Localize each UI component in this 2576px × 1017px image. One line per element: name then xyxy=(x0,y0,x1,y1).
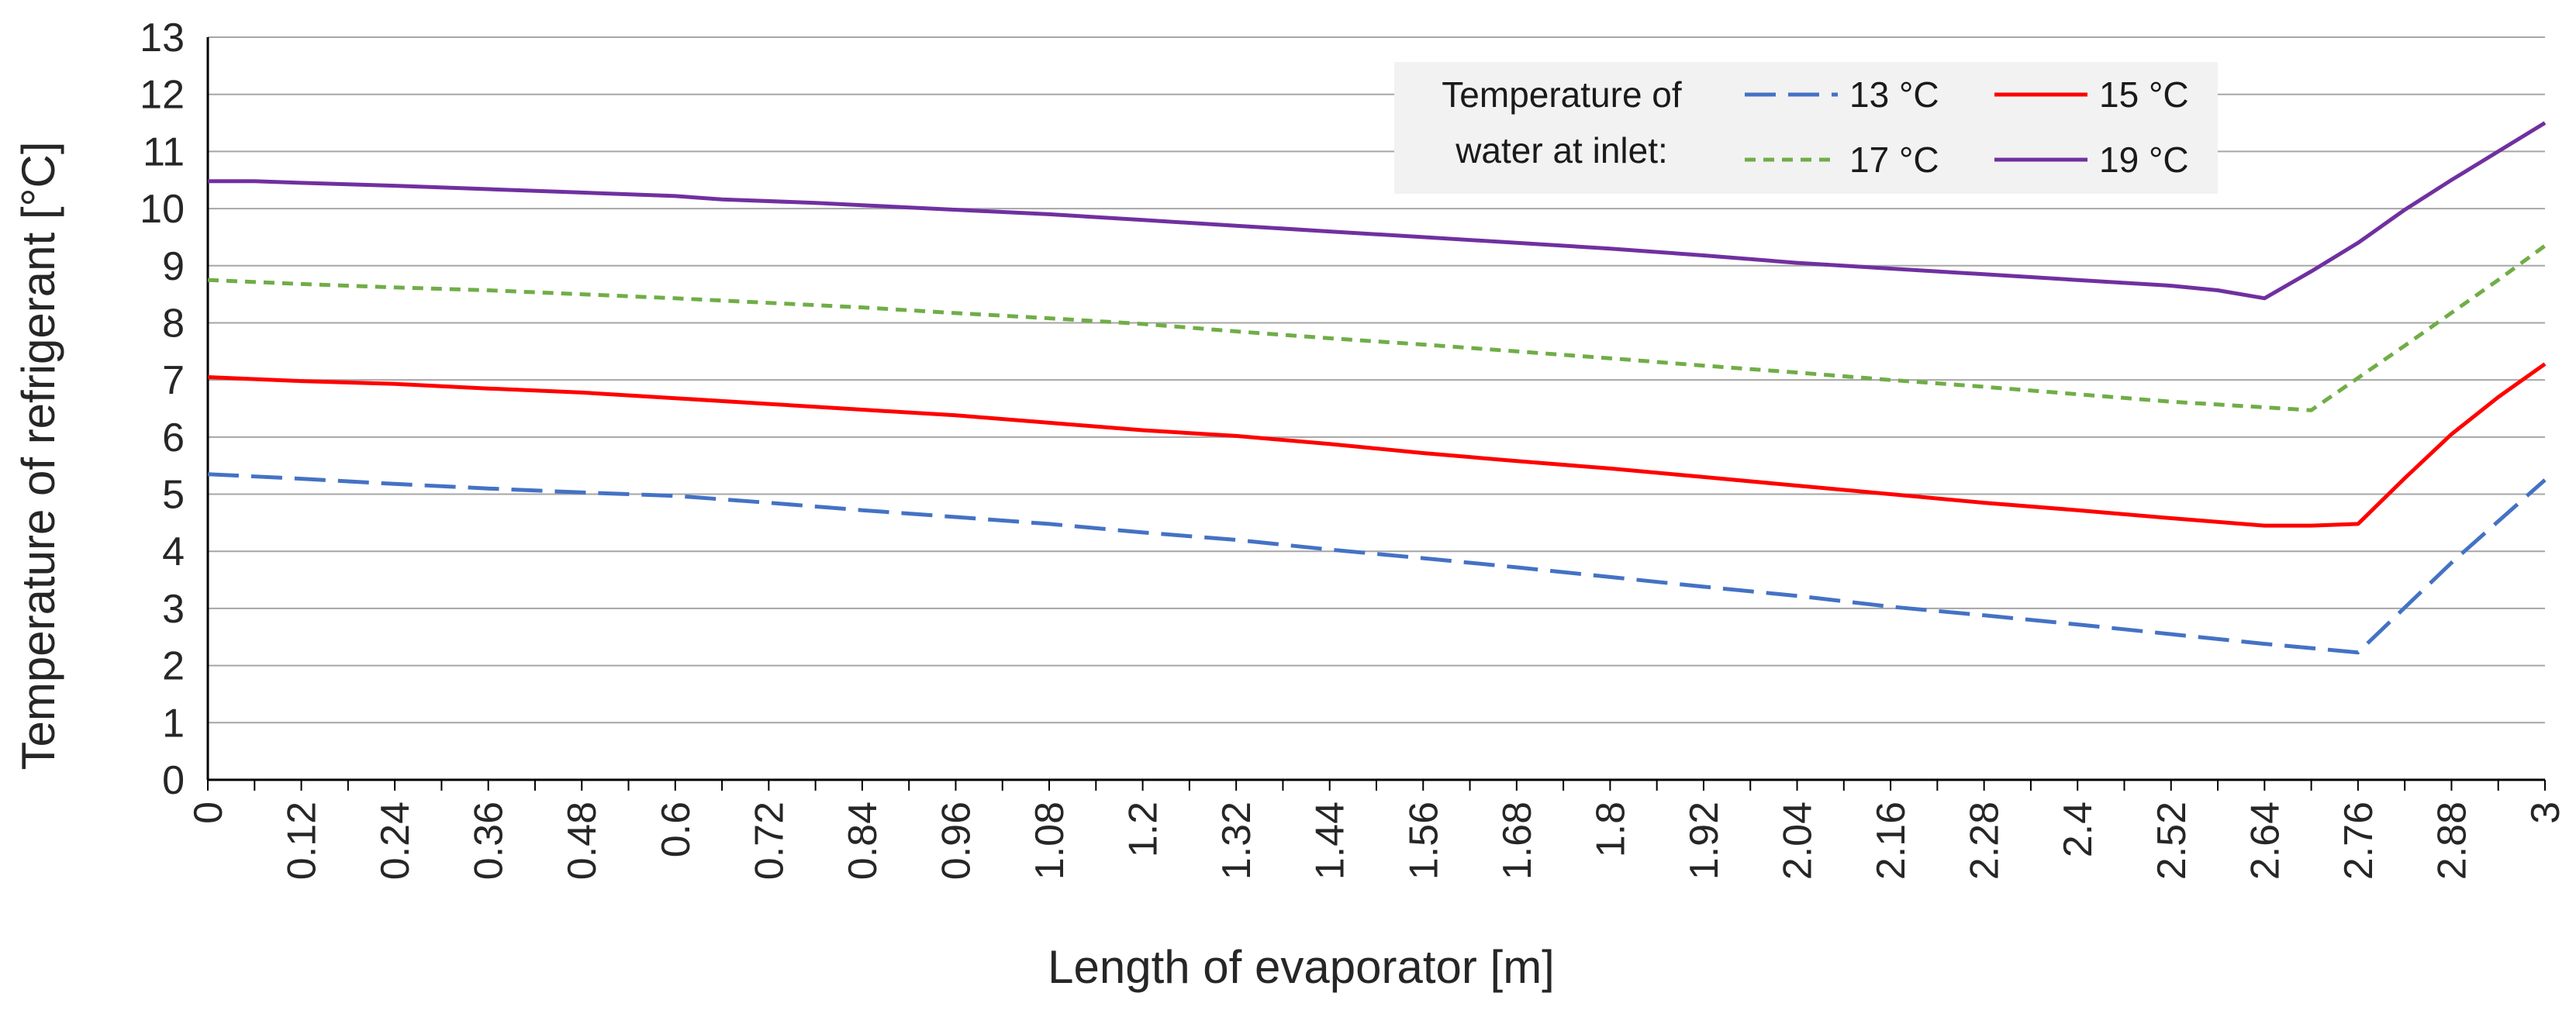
y-tick-label: 1 xyxy=(162,701,185,746)
x-tick-label: 1.68 xyxy=(1495,802,1540,880)
x-tick-label: 2.28 xyxy=(1963,802,2008,880)
series-line-13C xyxy=(207,472,2547,655)
x-tick-label: 0.12 xyxy=(280,802,325,880)
series-line-17C xyxy=(207,243,2547,412)
y-tick-label: 12 xyxy=(140,73,185,118)
legend-label: 15 °C xyxy=(2099,74,2189,115)
x-tick-label: 2.88 xyxy=(2429,802,2474,880)
y-tick-label: 2 xyxy=(162,644,185,689)
axes xyxy=(206,37,2546,791)
y-tick-label: 0 xyxy=(162,758,185,803)
series-line-15C xyxy=(207,362,2547,528)
x-tick-label: 0.24 xyxy=(373,802,418,880)
legend-label: 19 °C xyxy=(2099,140,2189,180)
x-tick-label: 0.48 xyxy=(560,802,605,880)
x-tick-label: 1.56 xyxy=(1401,802,1446,880)
y-tick-label: 9 xyxy=(162,244,185,289)
x-tick-label: 0 xyxy=(186,802,231,824)
series-line-19C xyxy=(208,121,2547,301)
legend: Temperature of water at inlet: 13 °C 15 °… xyxy=(1394,62,2218,194)
x-tick-label: 2.52 xyxy=(2150,802,2194,880)
x-tick-label: 2.64 xyxy=(2243,802,2288,880)
x-tick-label: 2.76 xyxy=(2336,802,2381,880)
x-tick-label: 3 xyxy=(2523,802,2568,824)
legend-title-box xyxy=(1394,62,1729,194)
x-tick-label: 0.72 xyxy=(747,802,792,880)
y-tick-label: 13 xyxy=(140,16,185,60)
x-tick-label: 2.16 xyxy=(1869,802,1914,880)
y-tick-label: 3 xyxy=(162,587,185,632)
x-tick-label: 1.8 xyxy=(1588,802,1633,857)
x-tick-label: 1.2 xyxy=(1121,802,1166,857)
x-tick-label: 0.96 xyxy=(934,802,979,880)
x-tick-label: 2.4 xyxy=(2056,802,2101,857)
x-axis-title: Length of evaporator [m] xyxy=(1048,941,1555,993)
legend-entries-box xyxy=(1729,62,2218,194)
x-tick-labels: 0 0.12 0.24 0.36 0.48 0.6 0.72 0.84 0.96 1.08 1.2 1… xyxy=(186,802,2568,880)
data-series xyxy=(207,121,2547,655)
y-tick-label: 6 xyxy=(162,415,185,460)
x-tick-label: 0.36 xyxy=(467,802,512,880)
y-tick-label: 5 xyxy=(162,473,185,518)
y-tick-label: 11 xyxy=(143,129,185,174)
y-axis-title: Temperature of refrigerant [°C] xyxy=(12,142,64,771)
x-tick-label: 0.6 xyxy=(654,802,699,857)
y-tick-label: 4 xyxy=(162,529,185,574)
legend-label: 13 °C xyxy=(1849,74,1939,115)
legend-label: 17 °C xyxy=(1849,140,1939,180)
x-tick-label: 2.04 xyxy=(1776,802,1821,880)
legend-entries: 13 °C 15 °C 17 °C 19 °C xyxy=(1745,74,2189,180)
x-tick-label: 1.92 xyxy=(1682,802,1727,880)
gridlines xyxy=(208,36,2545,781)
y-tick-label: 7 xyxy=(162,358,185,403)
legend-title-line1: Temperature of xyxy=(1442,74,1682,115)
x-tick-label: 1.32 xyxy=(1214,802,1259,880)
y-tick-label: 8 xyxy=(162,301,185,346)
x-tick-label: 0.84 xyxy=(841,802,886,880)
x-tick-label: 1.08 xyxy=(1027,802,1072,880)
y-tick-label: 10 xyxy=(140,187,185,232)
x-tick-label: 1.44 xyxy=(1308,802,1353,880)
legend-title-line2: water at inlet: xyxy=(1455,130,1668,171)
